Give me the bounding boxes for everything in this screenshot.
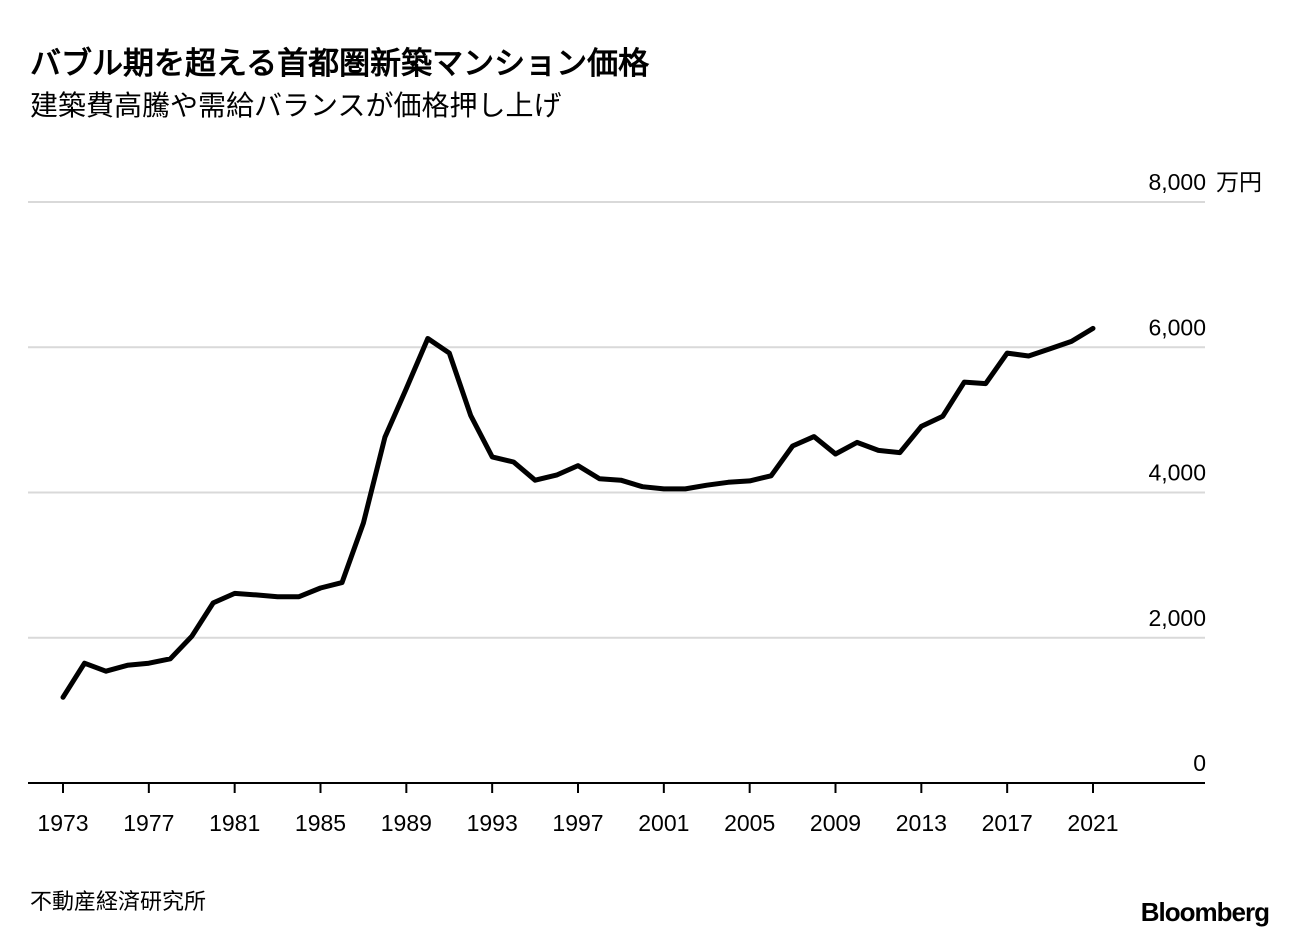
series-line-0 [60, 325, 1096, 700]
bloomberg-logo: Bloomberg [1140, 897, 1270, 927]
line-chart: 0 2,000 4,000 6,000 8,000 万円 1973 1977 1981 1985… [28, 169, 1262, 836]
x-tick-label-2009: 2009 [810, 810, 861, 836]
x-tick-label-2021: 2021 [1067, 810, 1118, 836]
x-tick-label-1981: 1981 [209, 810, 260, 836]
x-tick-label-1989: 1989 [381, 810, 432, 836]
chart-subtitle: 建築費高騰や需給バランスが価格押し上げ [30, 89, 562, 122]
x-tick-label-1985: 1985 [295, 810, 346, 836]
x-tick-label-2001: 2001 [638, 810, 689, 836]
x-tick-label-2005: 2005 [724, 810, 775, 836]
x-tick-label-1973: 1973 [37, 810, 88, 836]
x-tick-label-1997: 1997 [552, 810, 603, 836]
source-note: 不動産経済研究所 [30, 890, 207, 915]
x-tick-label-2017: 2017 [982, 810, 1033, 836]
grid-lines [28, 201, 1205, 639]
x-tick-label-1993: 1993 [467, 810, 518, 836]
x-tick-label-1977: 1977 [123, 810, 174, 836]
series-layer [60, 325, 1096, 700]
chart-title: バブル期を超える首都圏新築マンション価格 [30, 46, 650, 82]
y-tick-label-4000: 4,000 [1148, 460, 1206, 486]
y-tick-label-8000: 8,000 [1148, 169, 1206, 195]
y-axis-tick-labels: 0 2,000 4,000 6,000 8,000 万円 [1148, 169, 1262, 776]
y-tick-label-0: 0 [1193, 750, 1206, 776]
y-unit-label: 万円 [1216, 169, 1262, 195]
x-tick-label-2013: 2013 [896, 810, 947, 836]
y-tick-label-6000: 6,000 [1148, 314, 1206, 340]
y-tick-label-2000: 2,000 [1148, 605, 1206, 631]
x-axis: 1973 1977 1981 1985 1989 1993 1997 2001 2005 2009… [28, 782, 1205, 836]
